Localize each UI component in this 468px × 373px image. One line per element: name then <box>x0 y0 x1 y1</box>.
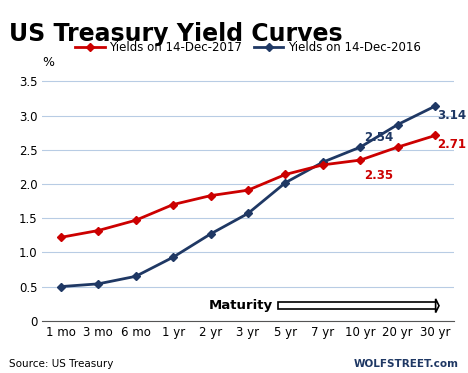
Yields on 14-Dec-2016 <box>245 211 251 216</box>
Text: WOLFSTREET.com: WOLFSTREET.com <box>354 359 459 369</box>
Yields on 14-Dec-2016 <box>432 104 438 108</box>
Polygon shape <box>436 299 439 313</box>
Yields on 14-Dec-2016 <box>95 282 101 286</box>
Yields on 14-Dec-2017 <box>320 163 326 167</box>
Yields on 14-Dec-2016 <box>170 255 176 260</box>
Yields on 14-Dec-2016 <box>133 274 139 279</box>
Yields on 14-Dec-2017 <box>208 193 213 198</box>
Yields on 14-Dec-2016 <box>58 284 64 289</box>
Yields on 14-Dec-2016 <box>395 122 401 127</box>
Bar <box>278 302 436 309</box>
Yields on 14-Dec-2017 <box>395 145 401 149</box>
Text: Maturity: Maturity <box>208 299 272 312</box>
Yields on 14-Dec-2017 <box>170 202 176 207</box>
Text: 2.71: 2.71 <box>437 138 466 151</box>
Text: US Treasury Yield Curves: US Treasury Yield Curves <box>9 22 343 46</box>
Line: Yields on 14-Dec-2016: Yields on 14-Dec-2016 <box>58 103 439 290</box>
Yields on 14-Dec-2016 <box>283 181 288 185</box>
Yields on 14-Dec-2017 <box>432 133 438 138</box>
Text: %: % <box>42 56 54 69</box>
Legend: Yields on 14-Dec-2017, Yields on 14-Dec-2016: Yields on 14-Dec-2017, Yields on 14-Dec-… <box>70 36 426 59</box>
Yields on 14-Dec-2016 <box>358 145 363 149</box>
Text: 3.14: 3.14 <box>437 109 466 122</box>
Yields on 14-Dec-2017 <box>133 218 139 222</box>
Yields on 14-Dec-2017 <box>95 228 101 233</box>
Text: Source: US Treasury: Source: US Treasury <box>9 359 114 369</box>
Yields on 14-Dec-2017 <box>245 188 251 192</box>
Yields on 14-Dec-2016 <box>320 160 326 164</box>
Text: 2.54: 2.54 <box>364 131 393 144</box>
Yields on 14-Dec-2017 <box>283 172 288 177</box>
Text: 2.35: 2.35 <box>364 169 393 182</box>
Yields on 14-Dec-2017 <box>358 158 363 162</box>
Yields on 14-Dec-2016 <box>208 232 213 236</box>
Yields on 14-Dec-2017 <box>58 235 64 239</box>
Line: Yields on 14-Dec-2017: Yields on 14-Dec-2017 <box>58 132 439 241</box>
